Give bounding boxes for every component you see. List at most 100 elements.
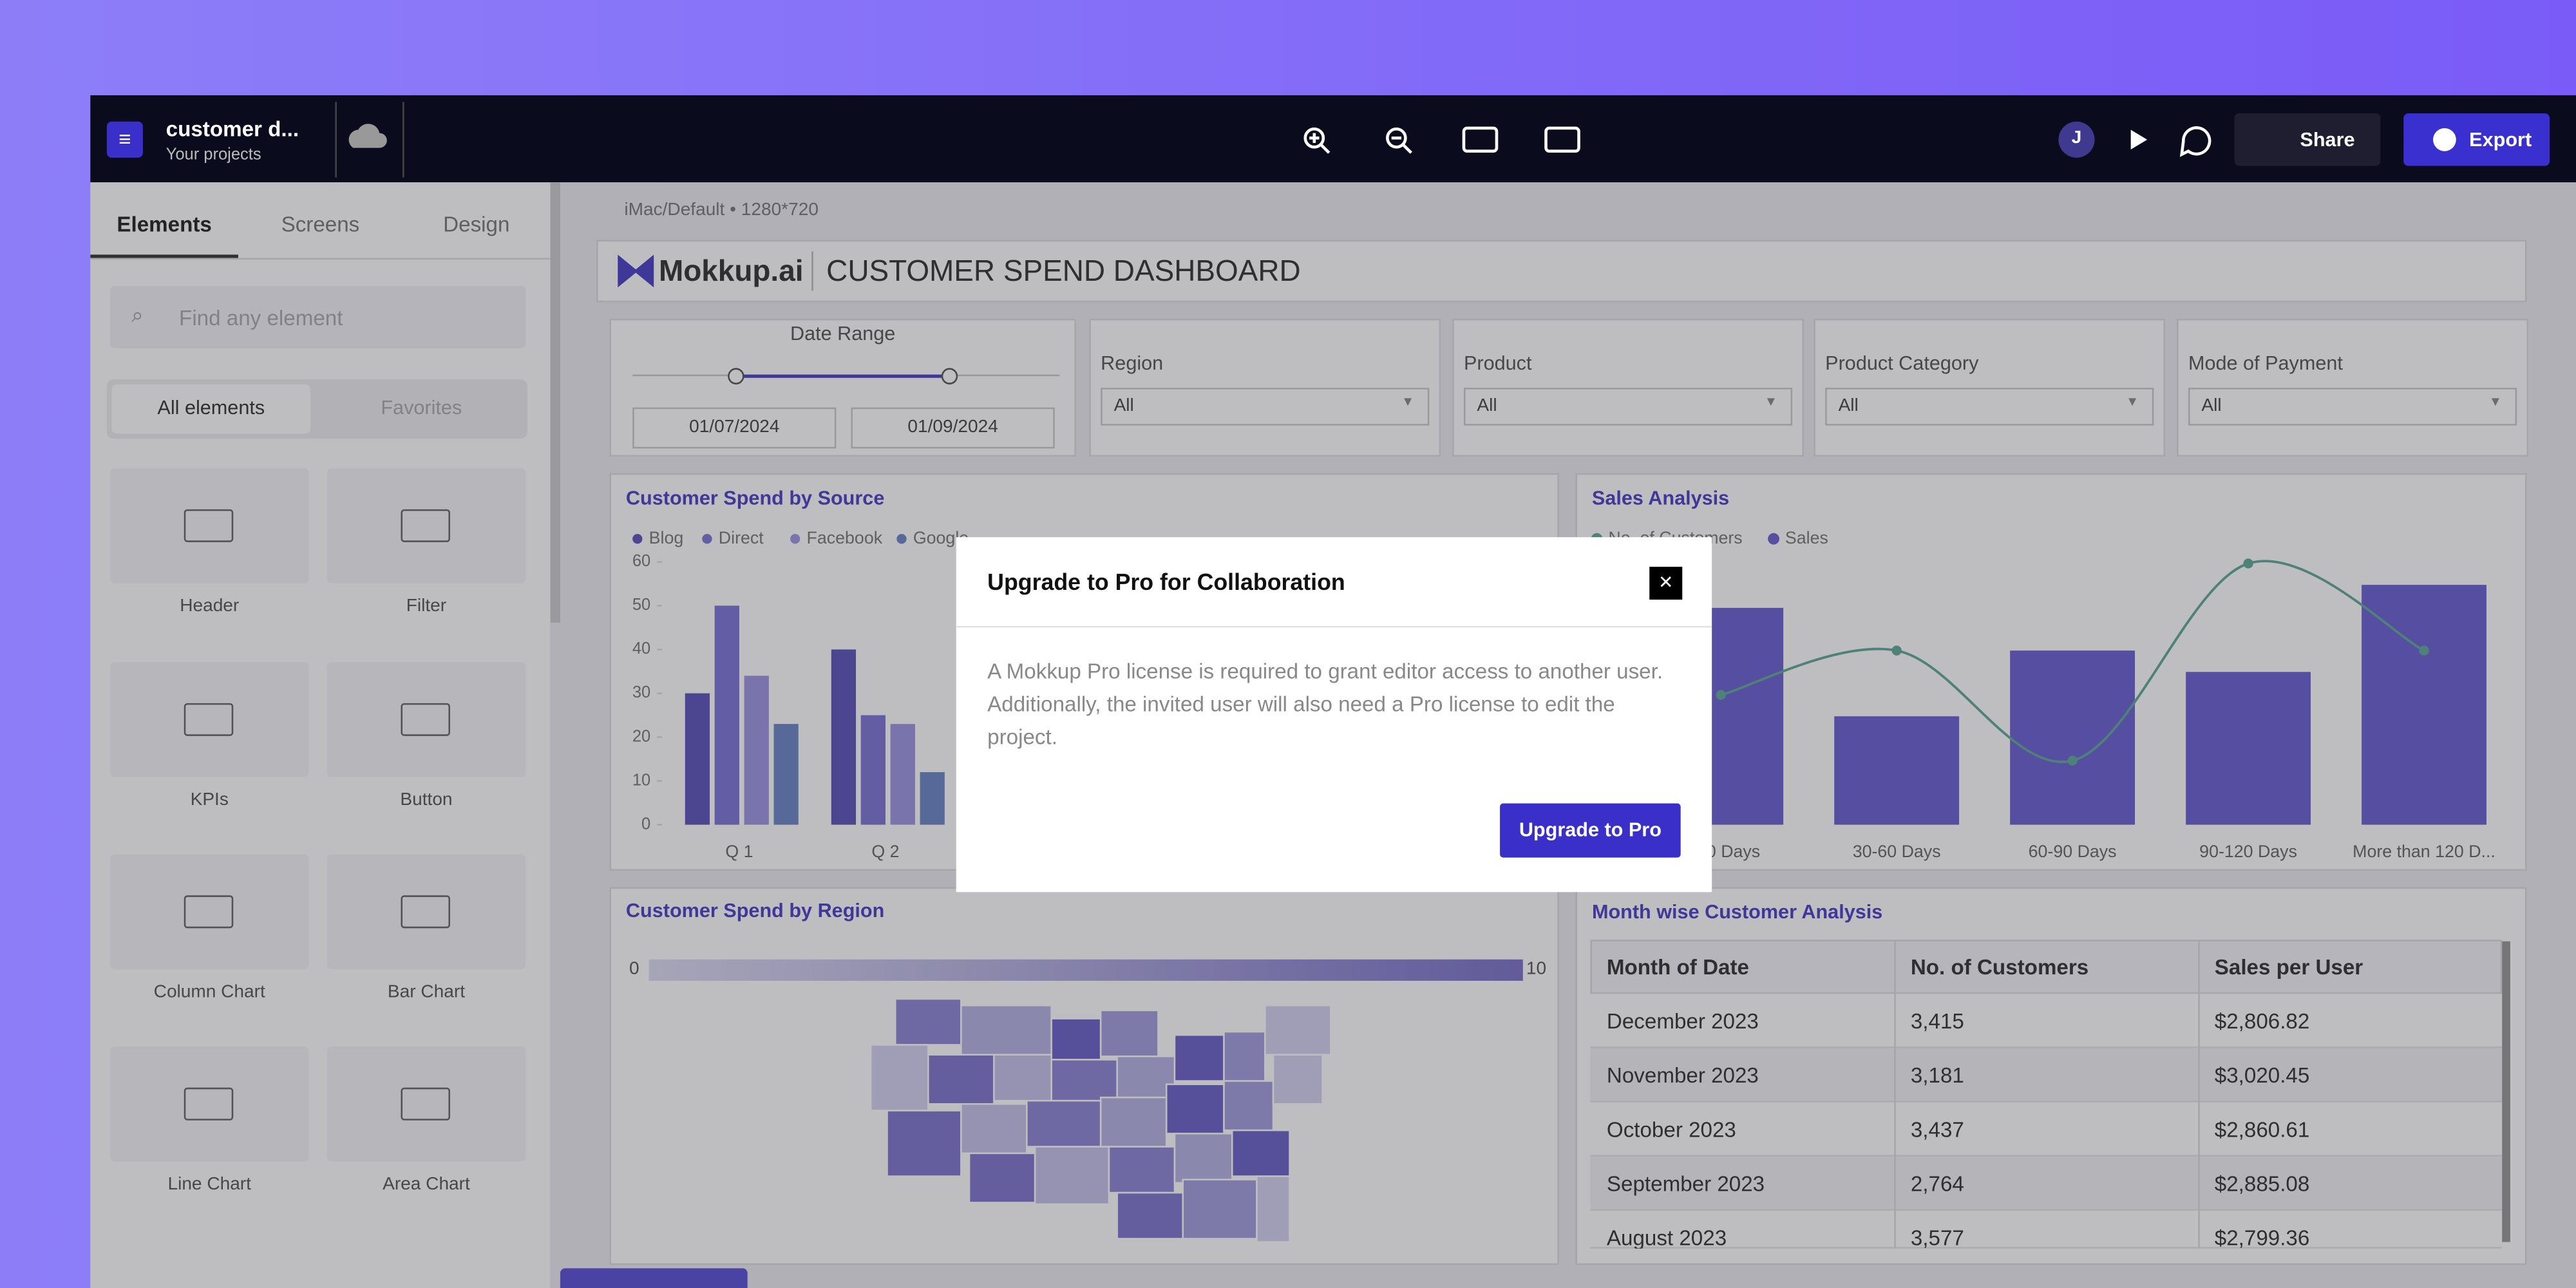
bottom-tab xyxy=(560,1268,748,1288)
line-point xyxy=(2067,755,2078,766)
date-start[interactable]: 01/07/2024 xyxy=(632,407,837,449)
device-label: iMac/Default • 1280*720 xyxy=(624,200,819,220)
table-cell: November 2023 xyxy=(1606,1063,1759,1088)
date-card xyxy=(609,318,1076,457)
legend-label: Blog xyxy=(649,528,684,547)
dropdown[interactable]: All xyxy=(1825,388,2154,426)
search-placeholder: Find any element xyxy=(179,305,343,330)
dropdown[interactable]: All xyxy=(2188,388,2517,426)
map-region xyxy=(1173,1034,1225,1082)
dropdown-arrow: ▼ xyxy=(2126,394,2139,410)
legend-dot xyxy=(896,534,907,544)
logo-mark xyxy=(618,254,654,288)
bar xyxy=(744,676,769,825)
map-region xyxy=(1050,1018,1102,1061)
dropdown[interactable]: All xyxy=(1101,388,1430,426)
project-sub[interactable]: Your projects xyxy=(166,146,261,165)
element-card[interactable] xyxy=(327,854,526,970)
map-region xyxy=(993,1054,1052,1102)
logo-text: Mokkup.ai xyxy=(658,254,804,288)
element-icon xyxy=(184,509,234,542)
table-cell: 3,181 xyxy=(1910,1063,1964,1088)
search-box[interactable] xyxy=(109,285,526,348)
map-region xyxy=(1165,1083,1225,1135)
element-icon xyxy=(401,509,450,542)
filter-option[interactable]: All elements xyxy=(157,395,265,419)
table-row xyxy=(1590,1102,2503,1157)
x-tick-label: Q 2 xyxy=(871,842,899,861)
legend-dot xyxy=(632,534,643,544)
table-row xyxy=(1590,1048,2503,1103)
color-scale xyxy=(649,959,1523,981)
table-cell: September 2023 xyxy=(1606,1171,1765,1197)
dropdown-arrow: ▼ xyxy=(2488,394,2503,410)
menu-button[interactable]: ≡ xyxy=(106,121,143,158)
y-tick-label: 20 xyxy=(632,727,650,745)
chart-title: Customer Spend by Source xyxy=(626,488,884,509)
filter-option[interactable]: Favorites xyxy=(381,395,462,419)
share-button[interactable] xyxy=(2234,113,2381,166)
slider-range xyxy=(735,374,950,378)
filter-card xyxy=(1814,318,2166,457)
slider-handle[interactable] xyxy=(941,368,958,384)
sidebar-tab[interactable]: Screens xyxy=(281,212,360,237)
map-region xyxy=(1264,1004,1332,1056)
project-name[interactable]: customer d... xyxy=(166,117,299,142)
table-row xyxy=(1590,1156,2503,1211)
element-icon xyxy=(184,703,234,736)
filter-label: Product xyxy=(1463,351,1532,375)
legend-label: Direct xyxy=(719,528,764,547)
element-card[interactable] xyxy=(109,662,309,777)
dropdown-arrow: ▼ xyxy=(1764,394,1778,410)
chart-title: Sales Analysis xyxy=(1592,488,1729,509)
element-label: Area Chart xyxy=(383,1174,470,1195)
sidebar-tab[interactable]: Elements xyxy=(117,212,212,237)
upgrade-button[interactable]: Upgrade to Pro xyxy=(1500,803,1681,858)
element-card[interactable] xyxy=(327,1046,526,1162)
bar xyxy=(860,715,886,825)
element-card[interactable] xyxy=(327,468,526,583)
y-tick-label: 40 xyxy=(632,639,650,658)
top-bar xyxy=(90,95,2576,183)
table-cell: 3,577 xyxy=(1910,1226,1964,1249)
table-cell: $2,860.61 xyxy=(2214,1117,2310,1142)
export-button[interactable] xyxy=(2403,113,2550,166)
x-tick-label: 60-90 Days xyxy=(2029,842,2117,861)
bar xyxy=(831,649,857,825)
table-cell: $2,885.08 xyxy=(2214,1171,2310,1197)
slider-handle[interactable] xyxy=(728,368,744,384)
share-label[interactable]: Share xyxy=(2300,128,2355,151)
modal: Upgrade to Pro for Collaboration ✕ A Mok… xyxy=(956,537,1712,893)
export-label[interactable]: Export xyxy=(2469,128,2532,151)
element-icon xyxy=(401,703,450,736)
element-label: Bar Chart xyxy=(387,982,466,1003)
tab-underline xyxy=(90,254,238,258)
table-row xyxy=(1590,1211,2503,1249)
avatar[interactable]: J xyxy=(2071,128,2082,148)
header-card xyxy=(596,240,2527,303)
element-card[interactable] xyxy=(109,468,309,583)
element-card[interactable] xyxy=(109,1046,309,1162)
element-card[interactable] xyxy=(109,854,309,970)
scale-min: 0 xyxy=(629,958,639,978)
bar xyxy=(2186,672,2311,825)
filter-label: Product Category xyxy=(1825,351,1979,375)
map-region xyxy=(1050,1059,1118,1102)
close-button[interactable]: ✕ xyxy=(1649,567,1683,600)
bar xyxy=(773,724,799,825)
modal-divider xyxy=(956,625,1712,628)
map-region xyxy=(1108,1146,1176,1194)
filter-label: Mode of Payment xyxy=(2188,351,2343,375)
dropdown[interactable]: All xyxy=(1463,388,1793,426)
table-header: Sales per User xyxy=(2214,954,2363,980)
scale-max: 10 xyxy=(1526,958,1546,978)
bar xyxy=(714,605,739,825)
bar xyxy=(685,693,710,825)
toolbar-icons xyxy=(348,121,2211,158)
element-label: Column Chart xyxy=(153,982,265,1003)
tab-border xyxy=(90,258,551,260)
date-end[interactable]: 01/09/2024 xyxy=(851,407,1055,449)
sidebar-tab[interactable]: Design xyxy=(443,212,510,237)
element-card[interactable] xyxy=(327,662,526,777)
